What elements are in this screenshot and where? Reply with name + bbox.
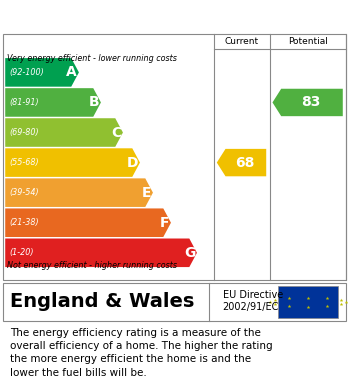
Text: 83: 83 (301, 95, 321, 109)
Text: B: B (88, 95, 99, 109)
Polygon shape (5, 208, 171, 237)
Text: England & Wales: England & Wales (10, 292, 195, 311)
Text: 68: 68 (235, 156, 255, 170)
Polygon shape (5, 148, 140, 177)
Text: D: D (127, 156, 138, 170)
Text: (55-68): (55-68) (9, 158, 39, 167)
Bar (278, 285, 338, 318)
Text: A: A (66, 65, 77, 79)
Text: Very energy efficient - lower running costs: Very energy efficient - lower running co… (7, 54, 177, 63)
Polygon shape (5, 88, 101, 117)
Text: F: F (160, 216, 169, 230)
Text: (21-38): (21-38) (9, 218, 39, 227)
Polygon shape (5, 118, 123, 147)
Polygon shape (217, 149, 266, 176)
Polygon shape (272, 89, 343, 116)
Text: G: G (184, 246, 195, 260)
Text: C: C (111, 126, 121, 140)
Text: (69-80): (69-80) (9, 128, 39, 137)
Polygon shape (5, 58, 79, 87)
Polygon shape (5, 239, 197, 267)
Text: Potential: Potential (288, 37, 328, 46)
Polygon shape (5, 178, 153, 207)
Text: E: E (142, 186, 151, 200)
Text: (39-54): (39-54) (9, 188, 39, 197)
Text: Energy Efficiency Rating: Energy Efficiency Rating (14, 9, 215, 24)
Text: (92-100): (92-100) (9, 68, 44, 77)
Text: (81-91): (81-91) (9, 98, 39, 107)
Text: Not energy efficient - higher running costs: Not energy efficient - higher running co… (7, 261, 177, 270)
Text: (1-20): (1-20) (9, 248, 34, 257)
Text: The energy efficiency rating is a measure of the
overall efficiency of a home. T: The energy efficiency rating is a measur… (10, 328, 273, 378)
Text: EU Directive
2002/91/EC: EU Directive 2002/91/EC (223, 291, 283, 312)
Text: Current: Current (225, 37, 259, 46)
